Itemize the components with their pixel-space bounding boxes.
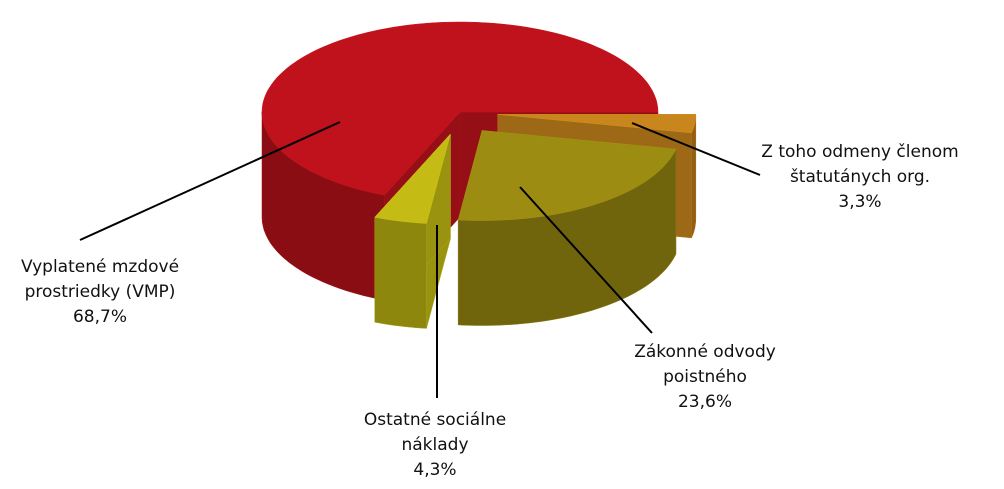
value-label: 23,6%	[677, 392, 732, 412]
category-label: Vyplatené mzdové prostriedky (VMP)	[20, 257, 180, 302]
slice-label: Z toho odmeny členom štatutánych org. 3,…	[755, 140, 965, 215]
category-label: Zákonné odvody poistného	[634, 342, 776, 387]
category-label: Ostatné sociálne náklady	[363, 410, 507, 455]
value-label: 3,3%	[838, 192, 882, 212]
leader-line	[631, 122, 761, 176]
slice-label: Vyplatené mzdové prostriedky (VMP) 68,7%	[0, 255, 200, 330]
leader-line	[519, 186, 653, 334]
value-label: 4,3%	[413, 460, 457, 480]
slice-label: Zákonné odvody poistného 23,6%	[630, 340, 780, 415]
pie-slice	[457, 130, 677, 326]
slice-wall	[691, 114, 697, 239]
value-label: 68,7%	[72, 307, 127, 327]
slice-top	[374, 133, 451, 224]
category-label: Z toho odmeny členom štatutánych org.	[761, 142, 959, 187]
slice-top	[261, 21, 659, 196]
pie-slice	[374, 133, 451, 329]
slice-top	[457, 130, 677, 221]
slice-label: Ostatné sociálne náklady 4,3%	[340, 408, 530, 483]
slice-wall	[374, 216, 427, 329]
leader-line	[79, 121, 341, 241]
